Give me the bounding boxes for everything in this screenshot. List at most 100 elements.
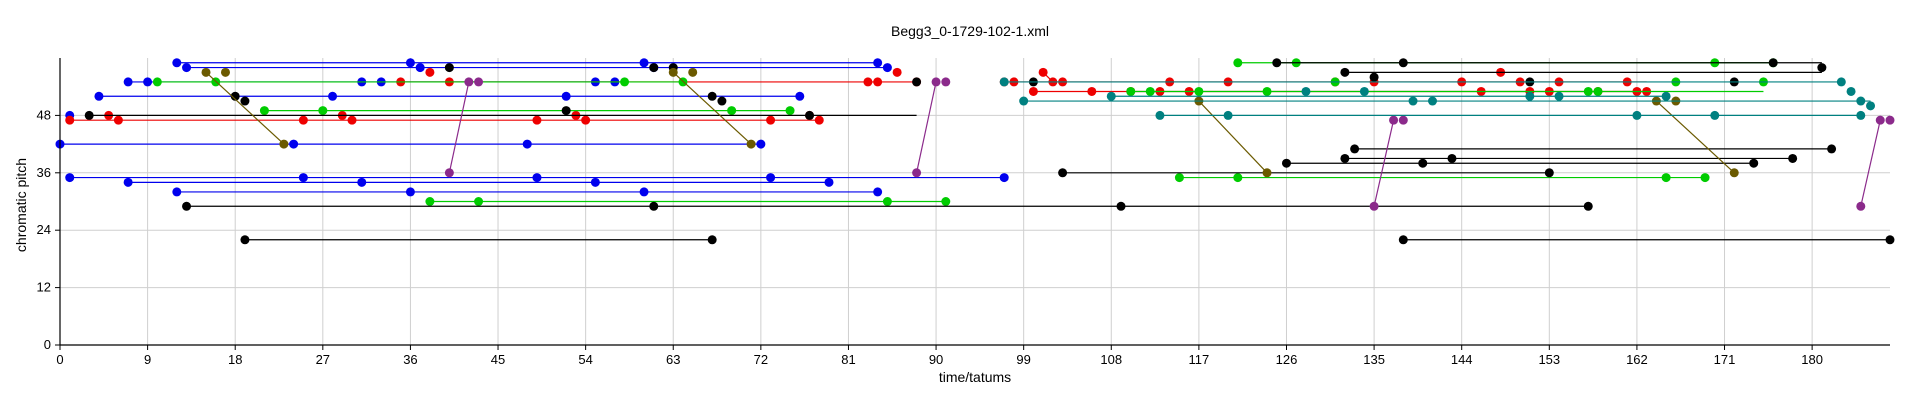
- data-point: [1223, 110, 1233, 120]
- data-point: [805, 110, 815, 120]
- data-point: [298, 115, 308, 125]
- x-tick-label: 54: [578, 352, 592, 367]
- data-point: [756, 139, 766, 149]
- data-point: [999, 173, 1009, 183]
- data-point: [1398, 235, 1408, 245]
- data-point: [1038, 67, 1048, 77]
- data-point: [522, 139, 532, 149]
- data-point: [873, 77, 883, 87]
- data-layer: [55, 58, 1895, 245]
- data-point: [707, 235, 717, 245]
- data-point: [746, 139, 756, 149]
- data-point: [1028, 86, 1038, 96]
- x-tick-label: 144: [1451, 352, 1473, 367]
- data-point: [113, 115, 123, 125]
- data-point: [1262, 168, 1272, 178]
- data-point: [1389, 115, 1399, 125]
- data-point: [1554, 91, 1564, 101]
- data-point: [464, 77, 474, 87]
- x-tick-label: 126: [1276, 352, 1298, 367]
- data-point: [1525, 91, 1535, 101]
- data-point: [668, 67, 678, 77]
- data-point: [1272, 58, 1282, 68]
- data-point: [1116, 201, 1126, 211]
- data-point: [1174, 173, 1184, 183]
- data-point: [1369, 201, 1379, 211]
- data-point: [1233, 173, 1243, 183]
- data-point: [1418, 158, 1428, 168]
- data-point: [347, 115, 357, 125]
- series-line: [672, 71, 752, 145]
- data-point: [220, 67, 230, 77]
- y-tick-label: 48: [37, 107, 51, 122]
- data-point: [766, 115, 776, 125]
- data-point: [785, 106, 795, 116]
- x-tick-label: 63: [666, 352, 680, 367]
- data-point: [425, 67, 435, 77]
- data-point: [1398, 58, 1408, 68]
- data-point: [882, 197, 892, 206]
- data-point: [561, 106, 571, 116]
- y-tick-label: 36: [37, 165, 51, 180]
- data-point: [1593, 86, 1603, 96]
- data-point: [561, 91, 571, 101]
- data-point: [1106, 91, 1116, 101]
- data-point: [143, 77, 153, 87]
- x-tick-label: 171: [1714, 352, 1736, 367]
- series-group: [55, 58, 1009, 197]
- data-point: [1194, 86, 1204, 96]
- data-point: [717, 96, 727, 106]
- data-point: [1398, 115, 1408, 125]
- data-point: [1544, 168, 1554, 178]
- data-point: [1019, 96, 1029, 106]
- data-point: [1632, 110, 1642, 120]
- x-tick-label: 135: [1363, 352, 1385, 367]
- data-point: [279, 139, 289, 149]
- data-point: [1885, 115, 1895, 125]
- y-tick-label: 0: [44, 337, 51, 352]
- data-point: [152, 77, 162, 87]
- data-point: [931, 77, 941, 87]
- data-point: [1749, 158, 1759, 168]
- data-point: [707, 91, 717, 101]
- x-tick-label: 45: [491, 352, 505, 367]
- data-point: [873, 58, 883, 68]
- x-tick-label: 36: [403, 352, 417, 367]
- data-point: [1875, 115, 1885, 125]
- x-tick-label: 9: [144, 352, 151, 367]
- series-line: [916, 81, 937, 173]
- data-point: [357, 177, 367, 187]
- chart-title: Begg3_0-1729-102-1.xml: [891, 23, 1049, 39]
- data-point: [1583, 86, 1593, 96]
- data-point: [240, 96, 250, 106]
- data-point: [912, 77, 922, 87]
- data-point: [999, 77, 1009, 87]
- data-point: [814, 115, 824, 125]
- y-tick-label: 24: [37, 222, 51, 237]
- series-group: [444, 77, 1895, 211]
- data-point: [1350, 144, 1360, 154]
- y-tick-label: 12: [37, 280, 51, 295]
- data-point: [1126, 86, 1136, 96]
- data-point: [318, 106, 328, 116]
- data-point: [1846, 86, 1856, 96]
- x-tick-label: 72: [754, 352, 768, 367]
- data-point: [474, 197, 484, 206]
- data-point: [172, 58, 182, 68]
- data-point: [240, 235, 250, 245]
- data-point: [123, 177, 133, 187]
- data-point: [1447, 153, 1457, 163]
- data-point: [1885, 235, 1895, 245]
- data-point: [649, 201, 659, 211]
- series-line: [1860, 120, 1881, 207]
- data-point: [1428, 96, 1437, 106]
- x-tick-label: 153: [1538, 352, 1560, 367]
- data-point: [1856, 96, 1866, 106]
- data-point: [1233, 58, 1243, 68]
- x-tick-label: 81: [841, 352, 855, 367]
- data-point: [289, 139, 299, 149]
- data-point: [873, 187, 883, 197]
- x-tick-label: 90: [929, 352, 943, 367]
- x-tick-label: 18: [228, 352, 242, 367]
- data-point: [1827, 144, 1837, 154]
